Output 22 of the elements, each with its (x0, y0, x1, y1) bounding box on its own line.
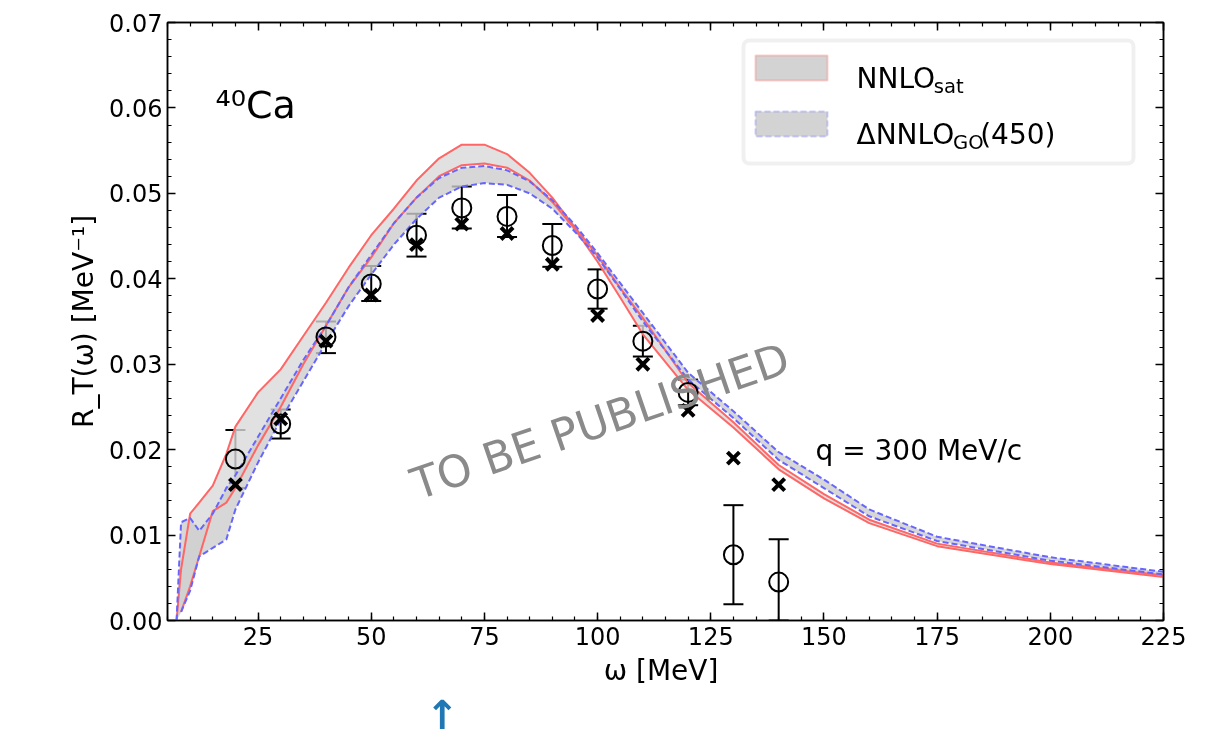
x-tick-label: 125 (687, 622, 734, 651)
y-tick-label: 0.04 (109, 265, 163, 294)
y-tick-label: 0.06 (109, 94, 163, 123)
y-tick-label: 0.02 (109, 436, 163, 465)
annotation: ⁴⁰Ca (215, 83, 296, 128)
y-axis-title: R_T(ω) [MeV⁻¹] (67, 214, 101, 429)
x-tick-label: 150 (801, 622, 847, 651)
y-tick-label: 0.07 (109, 9, 163, 38)
x-tick-label: 75 (469, 622, 500, 651)
y-tick-label: 0.05 (109, 180, 163, 209)
y-tick-label: 0.00 (109, 607, 163, 636)
x-tick-label: 25 (242, 622, 274, 651)
annotation: q = 300 MeV/c (815, 434, 1023, 468)
y-tick-label: 0.03 (109, 351, 163, 380)
x-tick-label: 225 (1140, 622, 1187, 651)
x-tick-label: 100 (574, 622, 621, 651)
text: ↑ (425, 691, 460, 738)
x-tick-label: 200 (1027, 622, 1074, 651)
y-tick-label: 0.01 (109, 522, 163, 551)
x-axis-title: ω [MeV] (603, 653, 719, 687)
x-tick-label: 175 (914, 622, 961, 651)
x-tick-label: 50 (355, 622, 387, 651)
